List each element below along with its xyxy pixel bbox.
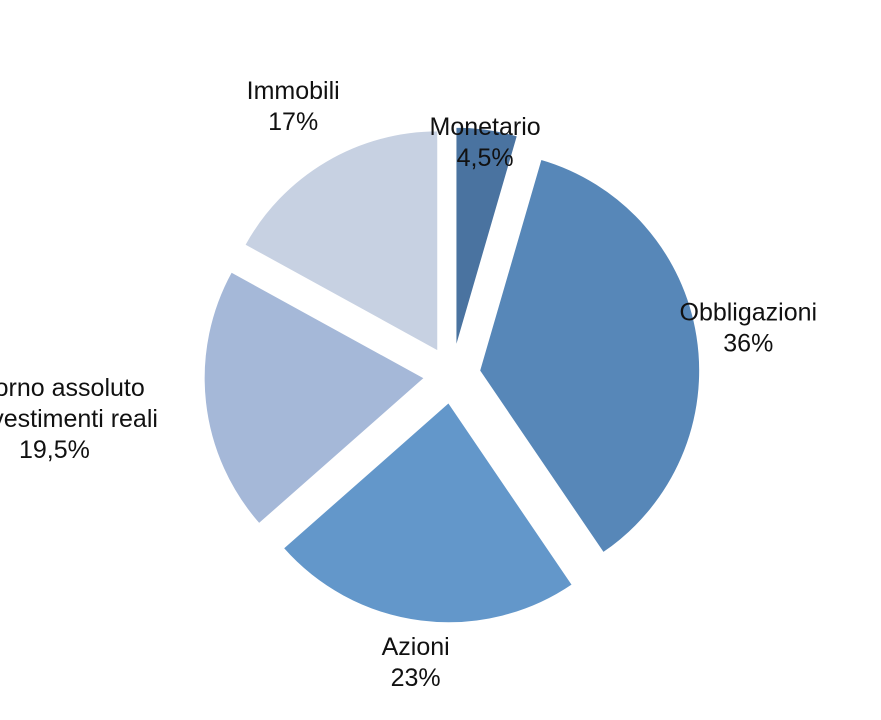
slice-value-label: 4,5% <box>457 144 514 172</box>
slice-label-monetario: Monetario 4,5% <box>430 113 541 172</box>
slice-category-label: Ritorno assoluto <box>0 374 145 402</box>
slice-value-label: 19,5% <box>19 436 90 464</box>
slice-category-label: e investimenti reali <box>0 405 158 433</box>
slice-category-label: Immobili <box>247 77 340 105</box>
slice-label-immobili: Immobili 17% <box>247 77 340 136</box>
slice-value-label: 23% <box>391 664 441 692</box>
slice-category-label: Azioni <box>382 633 450 661</box>
slice-category-label: Monetario <box>430 113 541 141</box>
pie-slice-monetario <box>455 126 518 348</box>
pie-labels: Monetario 4,5% Obbligazioni 36% Azioni 23% Rit… <box>0 77 817 692</box>
slice-category-label: Obbligazioni <box>680 299 818 327</box>
pie-slices <box>203 126 701 624</box>
pie-slice-immobili <box>244 130 439 352</box>
slice-value-label: 17% <box>268 108 318 136</box>
pie-slice-obbligazioni <box>479 158 701 554</box>
slice-value-label: 36% <box>723 330 773 358</box>
slice-label-ritorno-assoluto: Ritorno assoluto e investimenti reali 19,5… <box>0 374 158 464</box>
slice-label-azioni: Azioni 23% <box>382 633 450 692</box>
pie-slice-ritorno-assoluto <box>203 271 426 525</box>
slice-label-obbligazioni: Obbligazioni 36% <box>680 299 818 358</box>
pie-slice-azioni <box>282 402 573 624</box>
